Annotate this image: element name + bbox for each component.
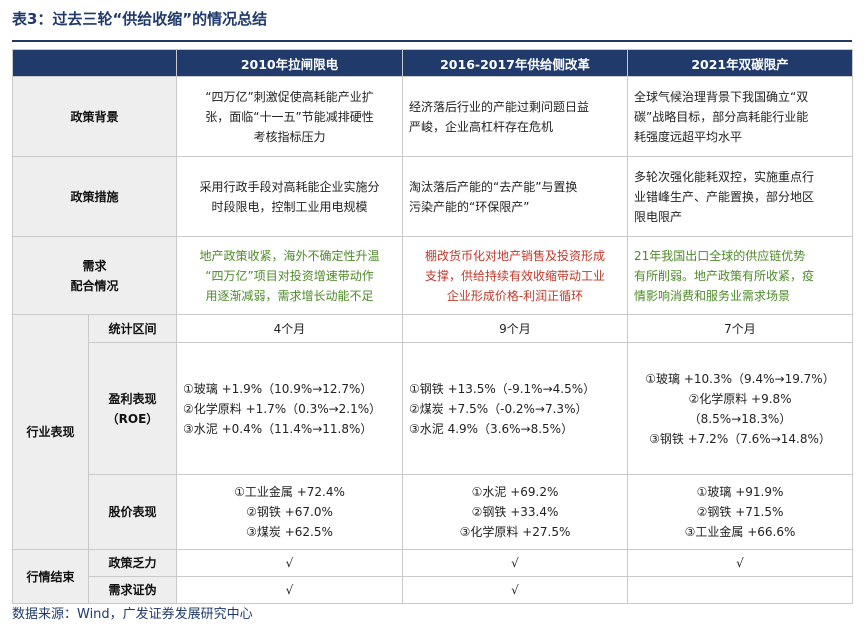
- empty-cell: [627, 576, 853, 604]
- text-line: ③水泥 4.9%（3.6%→8.5%）: [409, 421, 574, 436]
- text-line: ②钢铁 +71.5%: [696, 505, 784, 519]
- row-policy-background: 政策背景 “四万亿”刺激促使高耗能产业扩 张，面临“十一五”节能减排硬性 考核指…: [12, 76, 853, 157]
- text-line: 地产政策收紧，海外不确定性升温: [199, 248, 380, 263]
- text-line: 企业形成价格-利润正循环: [446, 288, 584, 303]
- row-demand-falsified: 需求证伪 √ √: [13, 576, 853, 604]
- row-roe: 盈利表现 （ROE） ①玻璃 +1.9%（10.9%→12.7%） ②化学原料 …: [13, 342, 853, 475]
- text-line: ③水泥 +0.4%（11.4%→11.8%）: [183, 421, 373, 436]
- text-line: 全球气候治理背景下我国确立“双: [634, 89, 809, 104]
- check-mark: √: [627, 549, 853, 577]
- check-mark: √: [176, 549, 403, 577]
- cell-measures-2021: 多轮次强化能耗双控，实施重点行 业错峰生产、产能置换，部分地区 限电限产: [627, 156, 853, 237]
- text-line: ②化学原料 +9.8%: [688, 391, 792, 406]
- check-mark: √: [176, 576, 403, 604]
- label-line: 盈利表现: [108, 391, 157, 406]
- text-line: ②煤炭 +7.5%（-0.2%→7.3%）: [409, 401, 588, 416]
- table-title: 表3：过去三轮“供给收缩”的情况总结: [12, 10, 268, 28]
- cell-measures-2010: 采用行政手段对高耗能企业实施分 时段限电，控制工业用电规模: [176, 156, 403, 237]
- text-line: 业错峰生产、产能置换，部分地区: [634, 189, 815, 204]
- text-line: “四万亿”刺激促使高耗能产业扩: [205, 89, 374, 104]
- text-line: 考核指标压力: [253, 129, 326, 144]
- text-line: ②钢铁 +67.0%: [246, 505, 333, 519]
- cell-background-2010: “四万亿”刺激促使高耗能产业扩 张，面临“十一五”节能减排硬性 考核指标压力: [176, 76, 403, 157]
- text-line: （8.5%→18.3%）: [688, 411, 792, 426]
- cell-price-2016: ①水泥 +69.2% ②钢铁 +33.4% ③化学原料 +27.5%: [402, 474, 628, 550]
- text-line: 张，面临“十一五”节能减排硬性: [205, 109, 374, 124]
- row-policy-weak: 行情结束 政策乏力 √ √ √: [12, 549, 853, 604]
- cell-background-2021: 全球气候治理背景下我国确立“双 碳”战略目标，部分高耗能行业能 耗强度远超平均水…: [627, 76, 853, 157]
- check-mark: √: [402, 549, 628, 577]
- header-2016-2017: 2016-2017年供给侧改革: [402, 49, 628, 77]
- text-line: 多轮次强化能耗双控，实施重点行: [634, 169, 815, 184]
- text-line: 21年我国出口全球的供应链优势: [634, 248, 806, 263]
- text-line: 严峻，企业高杠杆存在危机: [409, 119, 554, 134]
- label-market-end: 行情结束: [12, 549, 89, 604]
- label-line: 配合情况: [70, 278, 119, 293]
- label-stat-period: 统计区间: [88, 314, 177, 343]
- text-line: ①钢铁 +13.5%（-9.1%→4.5%）: [409, 381, 596, 396]
- header-row: 2010年拉闸限电 2016-2017年供给侧改革 2021年双碳限产: [12, 49, 853, 77]
- text-line: ①玻璃 +1.9%（10.9%→12.7%）: [183, 381, 373, 396]
- cell-stat-2016: 9个月: [402, 314, 628, 343]
- text-line: ①玻璃 +91.9%: [696, 485, 784, 499]
- label-demand-falsified: 需求证伪: [88, 576, 177, 604]
- row-policy-measures: 政策措施 采用行政手段对高耗能企业实施分 时段限电，控制工业用电规模 淘汰落后产…: [12, 156, 853, 237]
- label-industry-performance: 行业表现: [12, 314, 89, 550]
- header-corner: [12, 49, 177, 77]
- text-line: 耗强度远超平均水平: [634, 129, 743, 144]
- text-line: 经济落后行业的产能过剩问题日益: [409, 99, 590, 114]
- text-line: 情影响消费和服务业需求场景: [634, 288, 791, 303]
- cell-price-2010: ①工业金属 +72.4% ②钢铁 +67.0% ③煤炭 +62.5%: [176, 474, 403, 550]
- text-line: 污染产能的“环保限产”: [409, 199, 530, 214]
- cell-demand-2016: 棚改货币化对地产销售及投资形成 支撑，供给持续有效收缩带动工业 企业形成价格-利…: [402, 236, 628, 315]
- text-line: ③化学原料 +27.5%: [459, 525, 571, 539]
- text-line: ③钢铁 +7.2%（7.6%→14.8%）: [649, 431, 831, 446]
- text-line: ③工业金属 +66.6%: [684, 525, 796, 539]
- text-line: “四万亿”项目对投资增速带动作: [205, 268, 374, 283]
- text-line: 淘汰落后产能的“去产能”与置换: [409, 179, 578, 194]
- cell-stat-2010: 4个月: [176, 314, 403, 343]
- text-line: 支撑，供给持续有效收缩带动工业: [424, 268, 605, 283]
- check-mark: √: [402, 576, 628, 604]
- text-line: 时段限电，控制工业用电规模: [211, 199, 368, 214]
- label-policy-measures: 政策措施: [12, 156, 177, 237]
- cell-demand-2010: 地产政策收紧，海外不确定性升温 “四万亿”项目对投资增速带动作 用逐渐减弱，需求…: [176, 236, 403, 315]
- summary-table: 2010年拉闸限电 2016-2017年供给侧改革 2021年双碳限产 政策背景…: [12, 49, 853, 604]
- label-line: （ROE）: [106, 411, 159, 426]
- label-roe: 盈利表现 （ROE）: [88, 342, 177, 475]
- text-line: ①水泥 +69.2%: [471, 485, 559, 499]
- label-stock-price: 股价表现: [88, 474, 177, 550]
- row-stat-period: 行业表现 统计区间 4个月 9个月 7个月: [12, 314, 853, 550]
- label-policy-background: 政策背景: [12, 76, 177, 157]
- label-demand-match: 需求 配合情况: [12, 236, 177, 315]
- text-line: ②化学原料 +1.7%（0.3%→2.1%）: [183, 401, 382, 416]
- cell-demand-2021: 21年我国出口全球的供应链优势 有所削弱。地产政策有所收紧，疫 情影响消费和服务…: [627, 236, 853, 315]
- data-source-note: 数据来源：Wind，广发证券发展研究中心: [12, 607, 253, 622]
- cell-background-2016: 经济落后行业的产能过剩问题日益 严峻，企业高杠杆存在危机: [402, 76, 628, 157]
- text-line: ③煤炭 +62.5%: [246, 525, 333, 539]
- cell-roe-2016: ①钢铁 +13.5%（-9.1%→4.5%） ②煤炭 +7.5%（-0.2%→7…: [402, 342, 628, 475]
- cell-stat-2021: 7个月: [627, 314, 853, 343]
- text-line: ②钢铁 +33.4%: [471, 505, 559, 519]
- cell-roe-2010: ①玻璃 +1.9%（10.9%→12.7%） ②化学原料 +1.7%（0.3%→…: [176, 342, 403, 475]
- text-line: ①玻璃 +10.3%（9.4%→19.7%）: [645, 371, 835, 386]
- row-stock-price: 股价表现 ①工业金属 +72.4% ②钢铁 +67.0% ③煤炭 +62.5% …: [13, 474, 853, 550]
- text-line: ①工业金属 +72.4%: [234, 485, 345, 499]
- row-demand-match: 需求 配合情况 地产政策收紧，海外不确定性升温 “四万亿”项目对投资增速带动作 …: [12, 236, 853, 315]
- label-policy-weak: 政策乏力: [88, 549, 177, 577]
- cell-roe-2021: ①玻璃 +10.3%（9.4%→19.7%） ②化学原料 +9.8% （8.5%…: [627, 342, 853, 475]
- text-line: 碳”战略目标，部分高耗能行业能: [634, 109, 809, 124]
- cell-measures-2016: 淘汰落后产能的“去产能”与置换 污染产能的“环保限产”: [402, 156, 628, 237]
- header-2010: 2010年拉闸限电: [176, 49, 403, 77]
- label-line: 需求: [82, 258, 107, 273]
- text-line: 有所削弱。地产政策有所收紧，疫: [634, 268, 815, 283]
- text-line: 采用行政手段对高耗能企业实施分: [199, 179, 380, 194]
- header-2021: 2021年双碳限产: [627, 49, 853, 77]
- cell-price-2021: ①玻璃 +91.9% ②钢铁 +71.5% ③工业金属 +66.6%: [627, 474, 853, 550]
- text-line: 用逐渐减弱，需求增长动能不足: [205, 288, 374, 303]
- title-rule: [12, 40, 852, 42]
- text-line: 棚改货币化对地产销售及投资形成: [424, 248, 605, 263]
- text-line: 限电限产: [634, 209, 683, 224]
